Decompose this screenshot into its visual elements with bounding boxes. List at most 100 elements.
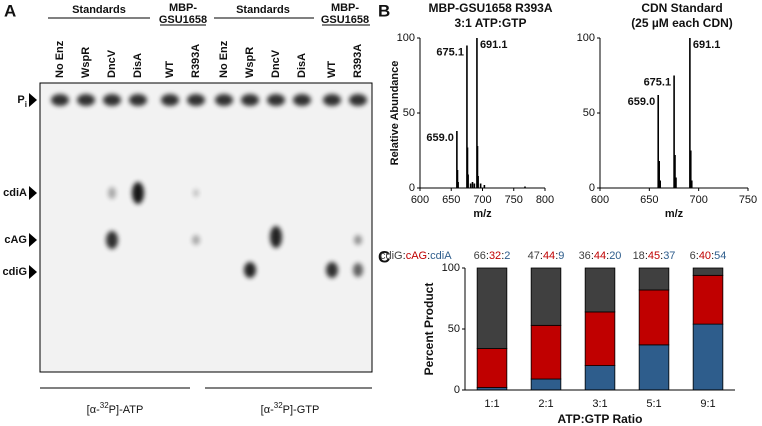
x-axis-label: ATP:GTP Ratio xyxy=(558,412,643,426)
separator: : xyxy=(606,250,609,262)
separator: : xyxy=(591,250,594,262)
bar-segment xyxy=(692,323,724,391)
lane-label: WspR xyxy=(80,47,92,78)
y-tick-label: 100 xyxy=(397,32,415,44)
separator: : xyxy=(486,250,489,262)
y-tick-label: 0 xyxy=(409,182,415,194)
y-tick-label: 100 xyxy=(577,32,595,44)
label-sup: 32 xyxy=(274,401,283,410)
lane-label: R393A xyxy=(190,44,202,78)
value-label: 40 xyxy=(699,250,711,262)
lane-label: DncV xyxy=(270,49,282,78)
tlc-spot xyxy=(270,226,282,248)
chart-title: CDN Standard xyxy=(641,1,722,15)
tlc-spot xyxy=(244,262,256,278)
value-label: 54 xyxy=(714,250,726,262)
tlc-spot xyxy=(132,182,144,204)
value-label: 32 xyxy=(489,250,501,262)
x-tick-label: 800 xyxy=(536,194,554,206)
lane-label: DisA xyxy=(296,53,308,78)
bar-segment xyxy=(638,289,670,346)
bar-segment xyxy=(476,348,508,388)
peak-label: 691.1 xyxy=(480,39,508,51)
x-tick-label: 3:1 xyxy=(592,398,607,410)
bar-segment xyxy=(692,267,724,276)
marker-label: cdiA xyxy=(3,187,27,199)
tlc-spot xyxy=(241,94,259,106)
x-tick-label: 2:1 xyxy=(538,398,553,410)
peak-label: 691.1 xyxy=(693,39,721,51)
peak-label: 675.1 xyxy=(644,76,672,88)
separator: : xyxy=(501,250,504,262)
peak-label: 675.1 xyxy=(436,46,464,58)
separator: : xyxy=(403,250,406,262)
separator: : xyxy=(660,250,663,262)
ratio-label: 47:44:9 xyxy=(528,250,565,262)
chart-title: MBP-GSU1658 R393A xyxy=(428,1,552,15)
x-axis-label: m/z xyxy=(665,208,684,220)
marker-text: cAG xyxy=(4,234,27,246)
separator: : xyxy=(711,250,714,262)
x-tick-label: 600 xyxy=(411,194,429,206)
panel-label: A xyxy=(4,1,16,20)
marker-text: cdiG xyxy=(3,266,27,278)
x-tick-label: 650 xyxy=(640,194,658,206)
marker-text: P xyxy=(17,94,24,106)
lane-label: No Enz xyxy=(218,40,230,78)
value-label: 47 xyxy=(528,250,540,262)
bar-segment xyxy=(584,311,616,367)
value-label: 6 xyxy=(690,250,696,262)
label-part: [α- xyxy=(261,404,274,416)
x-tick-label: 9:1 xyxy=(700,398,715,410)
tlc-spot xyxy=(77,94,95,106)
y-axis-label: Percent Product xyxy=(422,283,436,376)
lane-label: DncV xyxy=(106,49,118,78)
bar-segment xyxy=(584,267,616,313)
tlc-spot xyxy=(106,231,118,249)
x-tick-label: 650 xyxy=(442,194,460,206)
marker-arrow xyxy=(29,233,37,247)
value-label: 36 xyxy=(579,250,591,262)
marker-sub: i xyxy=(25,100,27,109)
group-label: Standards xyxy=(72,4,126,16)
nucleotide-label: [α-32P]-GTP xyxy=(261,401,320,416)
marker-label: cAG xyxy=(4,234,27,246)
bar-segment xyxy=(584,365,616,391)
ratio-label: 6:40:54 xyxy=(690,250,727,262)
group-label: GSU1658 xyxy=(321,14,369,26)
tlc-spot xyxy=(187,94,205,106)
lane-label: No Enz xyxy=(54,40,66,78)
lane-label: WspR xyxy=(244,47,256,78)
bar-segment xyxy=(638,344,670,391)
marker-arrow xyxy=(29,265,37,279)
y-axis-label: Relative Abundance xyxy=(389,61,401,166)
value-label: 20 xyxy=(609,250,621,262)
peak-label: 659.0 xyxy=(628,96,656,108)
tlc-spot xyxy=(215,94,233,106)
tlc-spot xyxy=(129,94,147,106)
y-tick-label: 50 xyxy=(583,107,595,119)
tlc-spot xyxy=(193,189,199,197)
marker-arrow xyxy=(29,186,37,200)
separator: : xyxy=(540,250,543,262)
bar-segment xyxy=(638,267,670,291)
value-label: 18 xyxy=(633,250,645,262)
lane-label: WT xyxy=(164,61,176,78)
lane-label: WT xyxy=(326,61,338,78)
tlc-spot xyxy=(267,94,285,106)
separator: : xyxy=(645,250,648,262)
y-tick-label: 0 xyxy=(589,182,595,194)
label-sup: 32 xyxy=(100,401,109,410)
tlc-spot xyxy=(353,263,363,277)
lane-label: DisA xyxy=(132,53,144,78)
legend-entry: cdiA xyxy=(430,250,452,262)
tlc-plate xyxy=(39,82,373,373)
group-label: MBP- xyxy=(331,2,359,14)
value-label: 9 xyxy=(558,250,564,262)
legend-entry: cAG xyxy=(406,250,427,262)
x-tick-label: 700 xyxy=(473,194,491,206)
y-tick-label: 50 xyxy=(403,107,415,119)
label-part: P]-ATP xyxy=(109,404,144,416)
group-label: Standards xyxy=(236,4,290,16)
